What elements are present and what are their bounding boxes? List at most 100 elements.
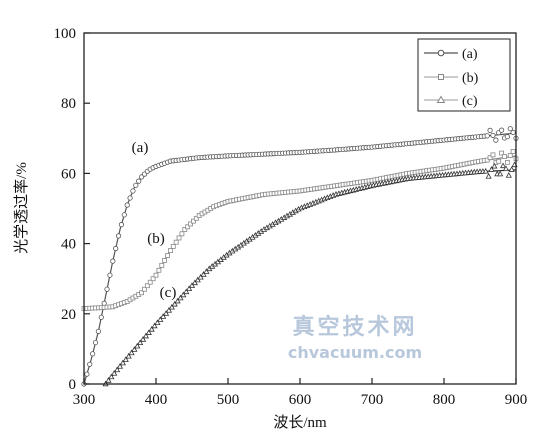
series-point: [502, 154, 507, 159]
series-point: [148, 325, 155, 332]
series-point: [134, 342, 141, 349]
x-tick-label: 600: [289, 392, 312, 408]
series-point: [167, 248, 173, 254]
series-point: [193, 215, 199, 221]
x-tick-label: 300: [73, 392, 96, 408]
series-point: [130, 188, 136, 194]
y-tick-label: 40: [61, 237, 76, 253]
series-point: [121, 212, 127, 218]
series-point: [188, 221, 193, 227]
series-c: [102, 161, 518, 387]
series-point: [150, 276, 156, 282]
legend-marker-b: [438, 74, 444, 80]
series-point: [142, 286, 147, 292]
series-point: [168, 303, 175, 310]
series-point: [502, 165, 509, 171]
legend-marker-c: [436, 95, 446, 103]
series-point: [111, 370, 118, 376]
series-point: [137, 339, 144, 346]
series-point: [151, 322, 158, 329]
series-point: [505, 172, 512, 178]
series-point: [173, 239, 179, 245]
series-point: [176, 235, 182, 241]
series-point: [90, 351, 96, 357]
series-point: [105, 377, 112, 383]
watermark-cn: 真空技术网: [292, 314, 417, 340]
y-tick-label: 80: [61, 96, 76, 112]
series-point: [508, 166, 515, 172]
series-point: [179, 231, 185, 237]
series-point: [180, 291, 187, 298]
legend-label-a: (a): [462, 47, 478, 62]
series-point: [110, 258, 116, 264]
series-point: [200, 271, 207, 277]
watermark-en: chvacuum.com: [288, 343, 422, 362]
series-point: [174, 297, 181, 304]
series-point: [84, 371, 90, 377]
series-point: [203, 268, 210, 274]
series-point: [124, 202, 130, 208]
y-axis-title: 光学透过率/%: [13, 162, 30, 254]
series-point: [504, 134, 510, 140]
series-point: [185, 224, 191, 230]
series-point: [122, 356, 129, 362]
series-point: [133, 182, 139, 188]
series-point: [153, 272, 159, 278]
series-point: [191, 279, 198, 286]
series-point: [131, 346, 138, 352]
series-point: [188, 282, 196, 288]
series-point: [487, 155, 493, 160]
series-point: [165, 253, 170, 258]
series-point: [107, 272, 113, 278]
series-point: [163, 310, 170, 316]
series-point: [497, 170, 504, 177]
series-point: [510, 149, 516, 154]
legend: (a) (b) (c): [417, 38, 511, 112]
series-point: [92, 339, 99, 346]
series-point: [136, 178, 142, 184]
y-tick-label: 100: [54, 26, 77, 42]
legend-marker-a: [437, 49, 445, 57]
series-point: [484, 133, 490, 139]
series-point: [496, 158, 502, 164]
series-point: [156, 267, 162, 273]
series-point: [139, 290, 145, 296]
series-point: [499, 150, 505, 156]
series-point: [139, 336, 147, 342]
series-point: [87, 361, 93, 367]
watermark: 真空技术网 chvacuum.com: [288, 314, 422, 362]
x-axis-title: 波长/nm: [273, 414, 327, 431]
series-point: [510, 129, 516, 136]
ticks-layer: 300 400 500 600 700 800 900 0 20 40 60 80 100: [54, 26, 528, 408]
series-label-c: (c): [160, 285, 177, 301]
x-tick-label: 800: [433, 392, 456, 408]
series-point: [490, 132, 496, 139]
x-tick-label: 400: [145, 392, 168, 408]
series-point: [119, 359, 126, 366]
series-point: [186, 285, 193, 292]
x-tick-label: 700: [361, 392, 384, 408]
series-point: [118, 222, 125, 228]
series-point: [183, 288, 190, 295]
series-point: [507, 153, 513, 159]
series-point: [104, 286, 110, 292]
x-tick-label: 500: [217, 392, 240, 408]
series-point: [498, 127, 505, 133]
series-point: [128, 349, 135, 356]
y-tick-label: 60: [61, 166, 76, 182]
series-point: [191, 218, 196, 224]
series-point: [170, 244, 176, 249]
series-point: [507, 126, 513, 132]
series-point: [113, 245, 119, 252]
series-point: [144, 283, 150, 289]
series-point: [484, 157, 490, 163]
legend-box: [417, 38, 511, 112]
series-point: [95, 328, 102, 334]
y-tick-label: 20: [61, 307, 76, 323]
series-point: [499, 162, 507, 169]
series-point: [160, 313, 167, 319]
series-point: [145, 329, 152, 335]
series-label-b: (b): [147, 231, 165, 247]
series-point: [493, 137, 499, 143]
series-point: [147, 279, 153, 285]
